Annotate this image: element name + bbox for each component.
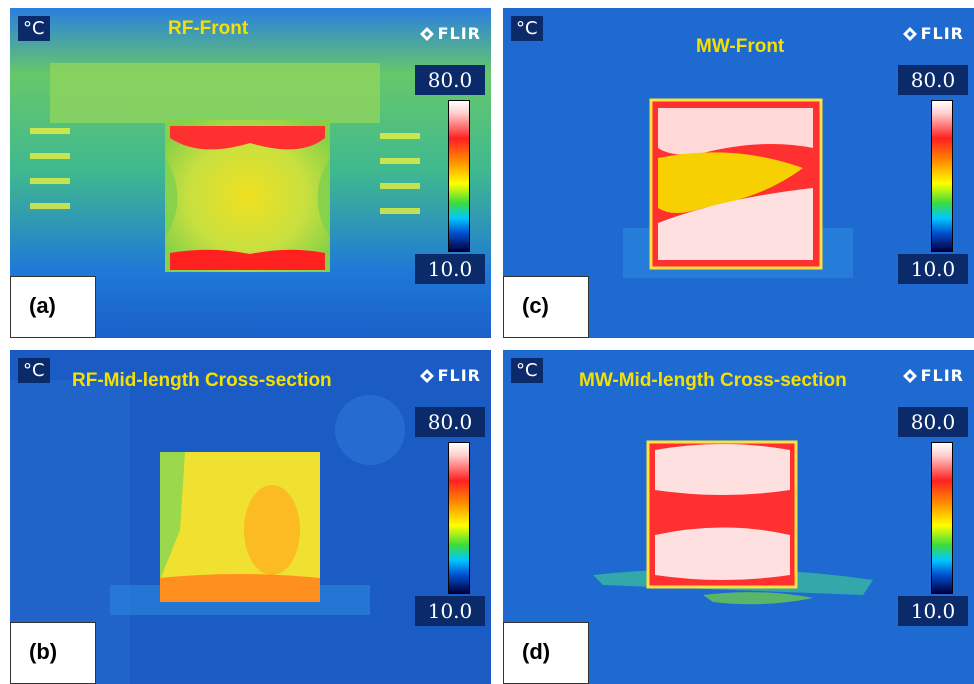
scale-min: 10.0 <box>415 596 485 626</box>
brand-text: FLIR <box>437 24 481 43</box>
flir-logo: FLIR <box>902 366 964 385</box>
panel-title: RF-Mid-length Cross-section <box>72 370 332 391</box>
scale-max: 80.0 <box>415 407 485 437</box>
panel-label: (a) <box>29 293 56 318</box>
scale-max: 80.0 <box>898 407 968 437</box>
unit-label: °C <box>18 358 50 383</box>
color-scale-bar <box>448 100 470 252</box>
brand-text: FLIR <box>437 366 481 385</box>
color-scale-bar <box>931 442 953 594</box>
color-scale-bar <box>931 100 953 252</box>
thermal-panel-a: °C RF-Front FLIR 80.0 10.0 (a) <box>10 8 491 338</box>
panel-label: (d) <box>522 639 551 664</box>
panel-label-box: (d) <box>503 622 589 684</box>
thermal-image-mw-front <box>503 8 974 338</box>
panel-label: (b) <box>29 639 58 664</box>
brand-text: FLIR <box>920 24 964 43</box>
panel-title: RF-Front <box>168 18 249 39</box>
brand-text: FLIR <box>920 366 964 385</box>
scale-min: 10.0 <box>898 254 968 284</box>
thermal-panel-b: °C RF-Mid-length Cross-section FLIR 80.0… <box>10 350 491 684</box>
panel-label-box: (b) <box>10 622 96 684</box>
scale-max: 80.0 <box>415 65 485 95</box>
unit-label: °C <box>18 16 50 41</box>
panel-label-box: (c) <box>503 276 589 338</box>
flir-diamond-icon <box>902 26 917 41</box>
flir-logo: FLIR <box>902 24 964 43</box>
flir-diamond-icon <box>419 368 434 383</box>
scale-min: 10.0 <box>898 596 968 626</box>
panel-label-box: (a) <box>10 276 96 338</box>
unit-label: °C <box>511 16 543 41</box>
flir-diamond-icon <box>419 26 434 41</box>
thermal-panel-c: °C MW-Front FLIR 80.0 10.0 (c) <box>503 8 974 338</box>
panel-label: (c) <box>522 293 549 318</box>
color-scale-bar <box>448 442 470 594</box>
unit-label: °C <box>511 358 543 383</box>
scale-max: 80.0 <box>898 65 968 95</box>
thermal-panel-d: °C MW-Mid-length Cross-section FLIR 80.0… <box>503 350 974 684</box>
flir-logo: FLIR <box>419 366 481 385</box>
scale-min: 10.0 <box>415 254 485 284</box>
panel-title: MW-Mid-length Cross-section <box>579 370 847 391</box>
flir-diamond-icon <box>902 368 917 383</box>
flir-logo: FLIR <box>419 24 481 43</box>
panel-title: MW-Front <box>696 36 785 57</box>
